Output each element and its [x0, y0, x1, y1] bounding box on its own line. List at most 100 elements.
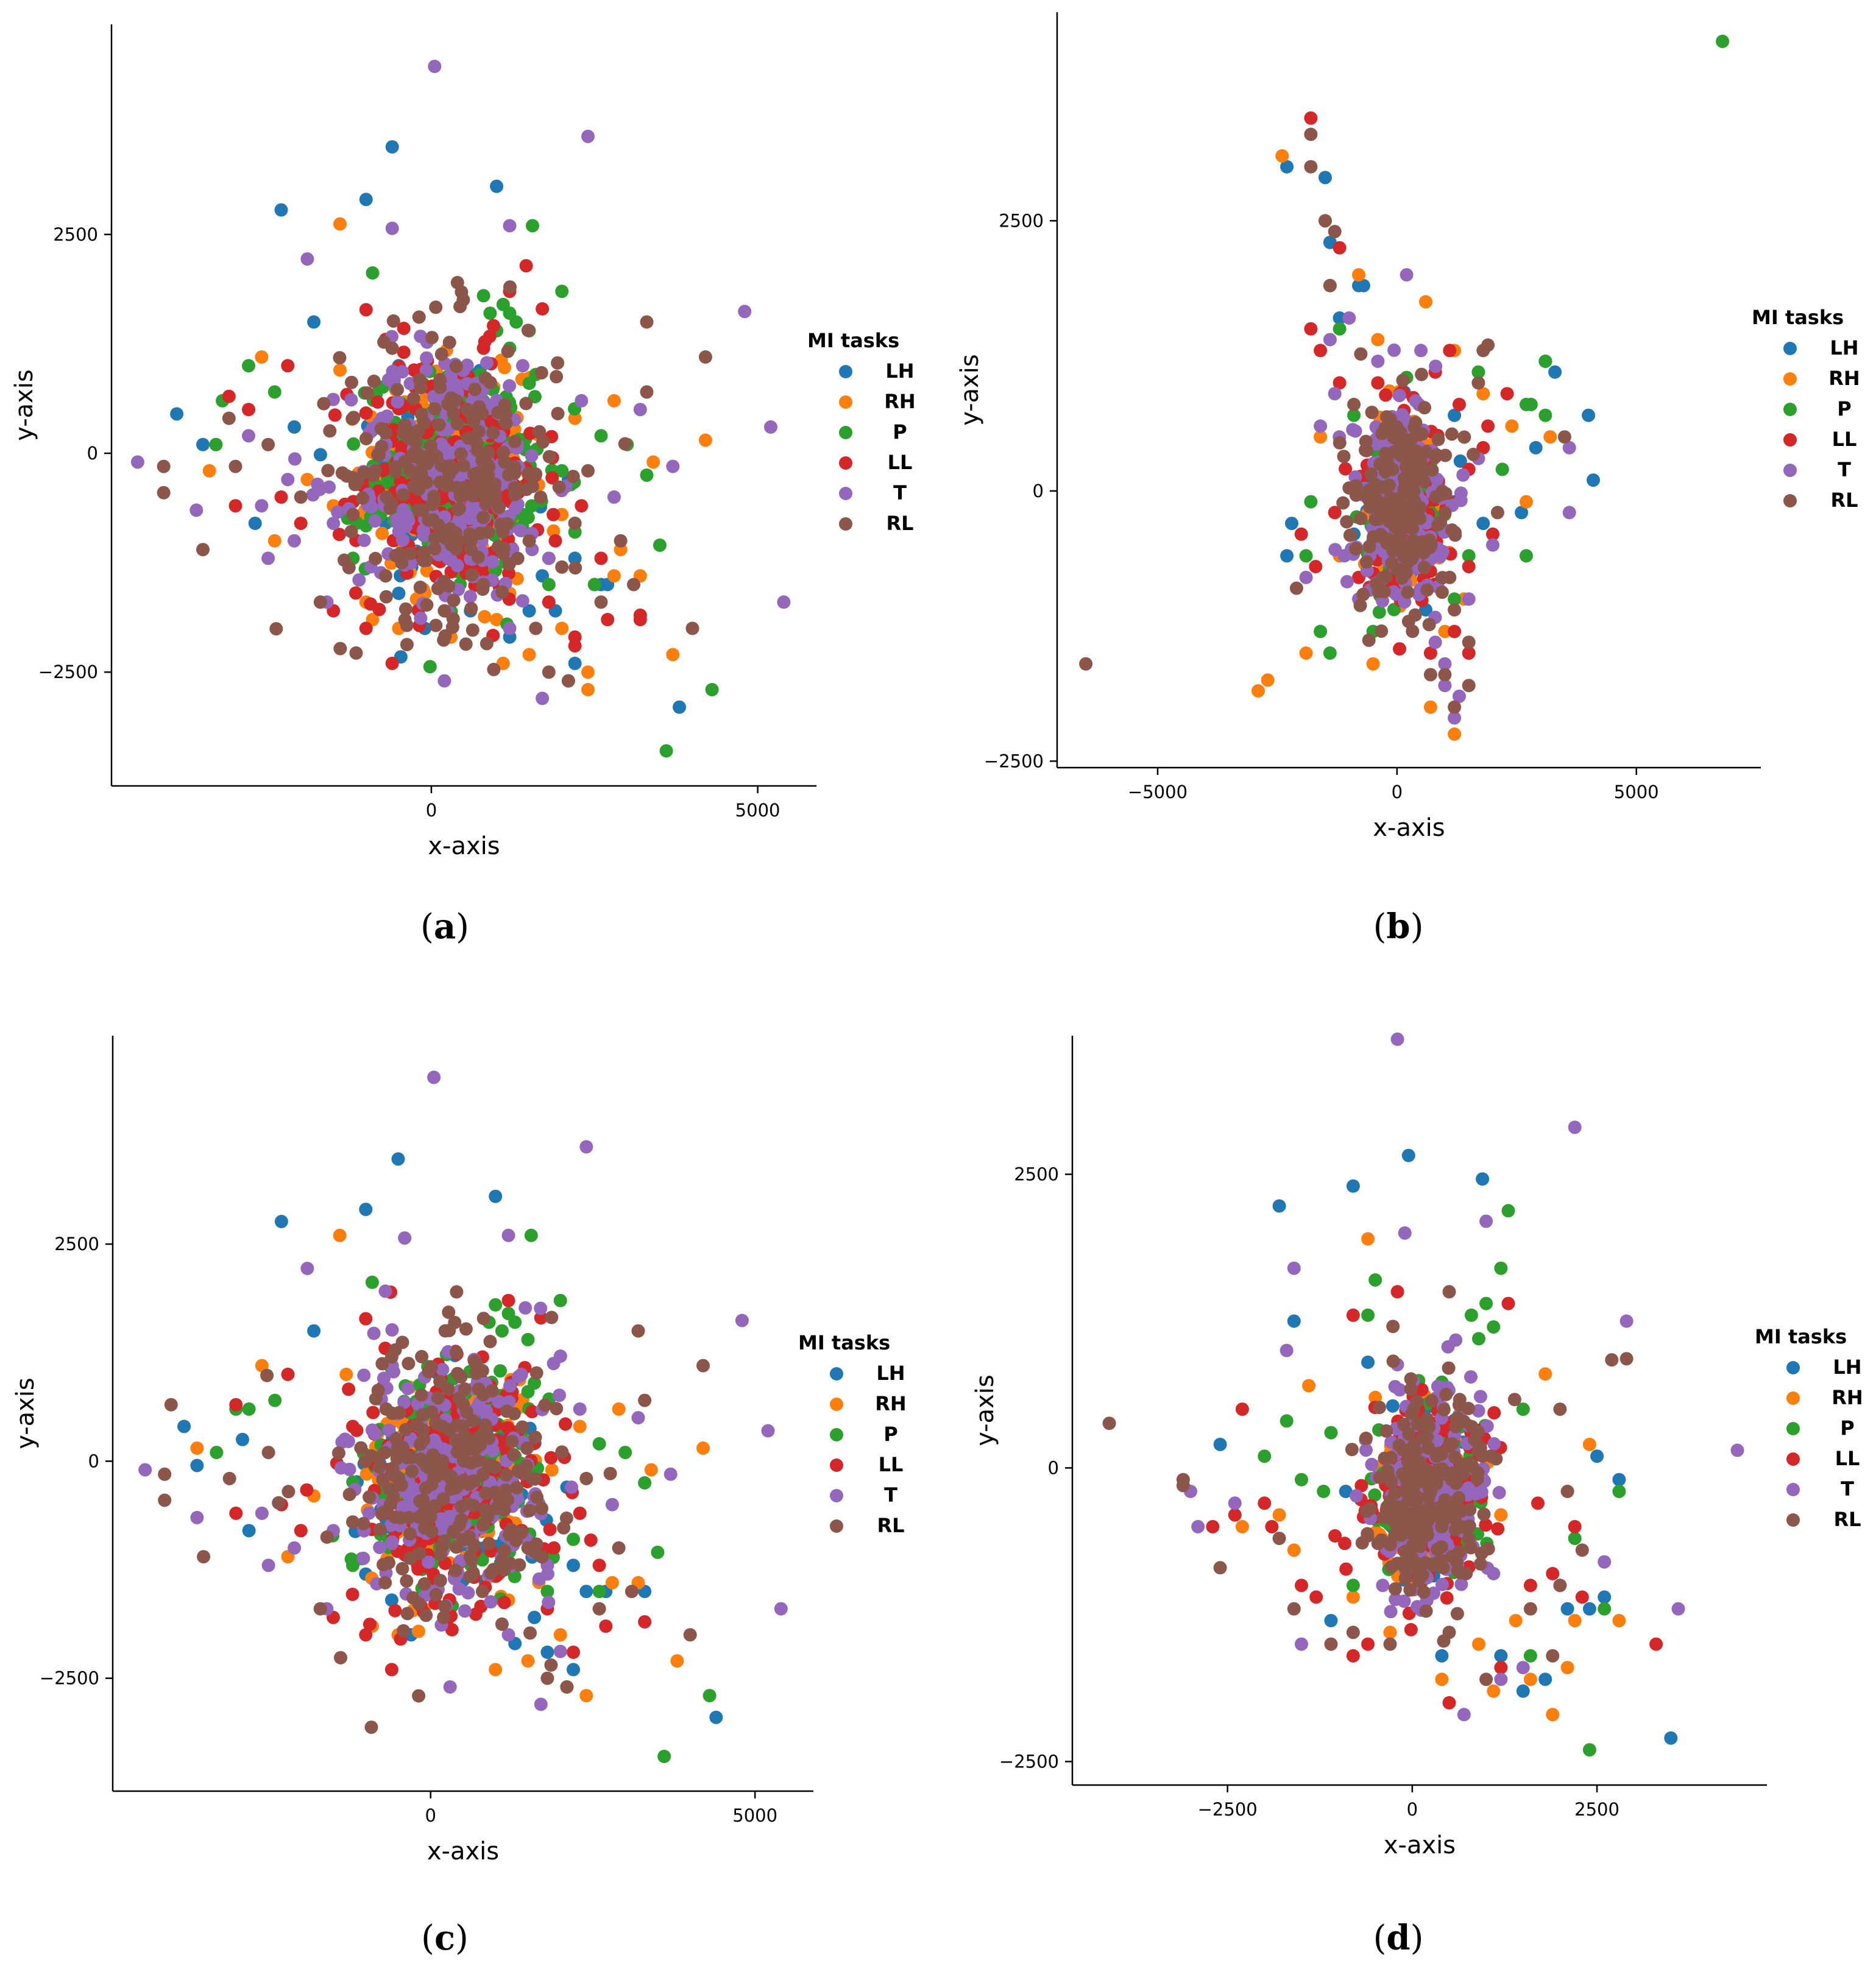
- point-rl: [499, 408, 513, 422]
- point-rl: [1476, 344, 1490, 358]
- point-ll: [584, 1533, 598, 1547]
- point-p: [1317, 1485, 1331, 1498]
- y-axis-label: y-axis: [10, 369, 38, 441]
- point-ll: [525, 1405, 539, 1419]
- point-rh: [1523, 1672, 1537, 1686]
- point-rl: [1418, 401, 1431, 415]
- point-rl: [453, 300, 467, 314]
- legend-label-lh: LH: [876, 1362, 905, 1385]
- point-ll: [281, 359, 295, 373]
- point-rl: [431, 1391, 445, 1405]
- point-rl: [466, 489, 480, 503]
- point-t: [443, 1680, 457, 1694]
- point-lh: [392, 586, 406, 600]
- point-rl: [1362, 540, 1376, 554]
- point-rl: [455, 285, 469, 299]
- point-ll: [519, 259, 533, 273]
- point-rl: [501, 344, 515, 358]
- point-rl: [402, 431, 416, 445]
- point-ll: [274, 490, 288, 504]
- point-rh: [670, 1654, 684, 1668]
- point-ll: [1333, 241, 1347, 255]
- point-p: [1361, 1308, 1375, 1322]
- point-t: [385, 221, 399, 235]
- point-t: [428, 60, 442, 73]
- point-p: [1387, 603, 1401, 617]
- point-rl: [1375, 571, 1389, 585]
- point-rl: [1401, 439, 1415, 453]
- point-ll: [638, 1615, 652, 1629]
- point-ll: [567, 1646, 580, 1659]
- point-rl: [1401, 585, 1415, 599]
- point-rh: [1366, 657, 1380, 671]
- point-lh: [1280, 549, 1294, 563]
- point-rl: [444, 537, 458, 551]
- point-rl: [1435, 484, 1449, 498]
- point-rl: [360, 386, 374, 400]
- point-rl: [1387, 445, 1401, 459]
- point-t: [357, 1368, 371, 1382]
- point-p: [1462, 549, 1476, 563]
- x-tick-label: 5000: [732, 1805, 777, 1826]
- point-t: [190, 1511, 204, 1524]
- point-rl: [1467, 447, 1481, 461]
- point-rl: [428, 542, 442, 556]
- point-rl: [1406, 624, 1420, 638]
- point-rl: [459, 637, 473, 651]
- point-p: [528, 1376, 542, 1390]
- point-lh: [274, 203, 288, 217]
- point-p: [1333, 322, 1347, 336]
- point-rl: [425, 331, 439, 345]
- point-rl: [1445, 427, 1459, 441]
- point-rh: [607, 394, 621, 408]
- point-rl: [356, 1516, 370, 1530]
- point-rl: [533, 425, 547, 439]
- point-rl: [447, 527, 461, 541]
- point-ll: [300, 1483, 314, 1497]
- point-t: [534, 1301, 548, 1315]
- point-t: [364, 500, 378, 514]
- point-t: [553, 1388, 566, 1402]
- point-p: [1324, 1426, 1338, 1440]
- point-rl: [1462, 635, 1476, 649]
- point-lh: [1548, 365, 1562, 379]
- point-rl: [1429, 448, 1443, 462]
- point-rl: [640, 315, 654, 329]
- point-rl: [345, 375, 358, 389]
- point-rl: [522, 1504, 536, 1518]
- point-p: [703, 1689, 717, 1703]
- point-lh: [1494, 1649, 1508, 1663]
- point-ll: [575, 499, 589, 513]
- point-p: [1372, 605, 1386, 619]
- point-rl: [1431, 433, 1445, 447]
- point-t: [255, 1506, 269, 1520]
- point-p: [651, 1546, 665, 1559]
- point-rl: [403, 1527, 417, 1541]
- legend-title: MI tasks: [807, 329, 899, 352]
- point-rl: [1471, 376, 1485, 390]
- point-rl: [1323, 278, 1337, 292]
- point-rl: [1337, 450, 1351, 464]
- point-rh: [333, 217, 347, 231]
- point-t: [417, 528, 431, 542]
- point-p: [1494, 1261, 1508, 1275]
- point-t: [761, 1424, 775, 1438]
- point-rl: [385, 1406, 399, 1420]
- point-t: [436, 1512, 450, 1526]
- point-rl: [429, 300, 443, 314]
- point-rl: [1462, 679, 1476, 693]
- point-rh: [1612, 1614, 1626, 1628]
- point-t: [666, 459, 680, 473]
- point-ll: [1304, 111, 1318, 125]
- point-p: [521, 1332, 535, 1346]
- point-rl: [395, 1561, 409, 1575]
- point-rl: [1422, 618, 1436, 632]
- point-rl: [333, 642, 347, 656]
- point-t: [480, 356, 494, 370]
- point-t: [261, 551, 275, 565]
- point-t: [1371, 355, 1385, 368]
- point-rh: [607, 569, 621, 583]
- point-rh: [202, 464, 216, 478]
- point-t: [311, 477, 325, 491]
- point-p: [1716, 34, 1730, 48]
